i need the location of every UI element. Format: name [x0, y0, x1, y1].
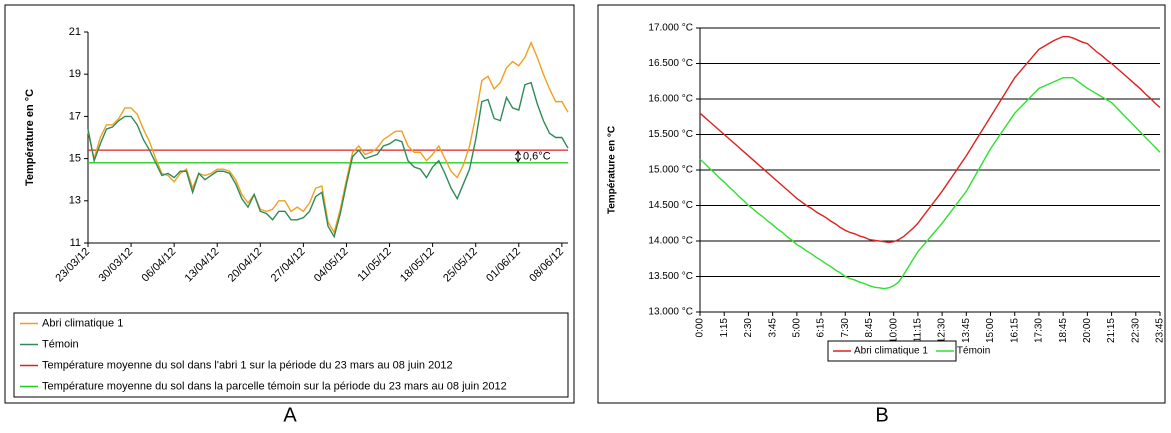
y-tick-label: 13.000 °C: [648, 307, 693, 318]
y-tick-label: 15: [69, 153, 81, 165]
annotation-arrowhead: [515, 150, 521, 163]
legend-label: Température moyenne du sol dans l'abri 1…: [42, 359, 453, 371]
x-tick-label: 1:15: [719, 318, 730, 338]
series-line: [87, 81, 569, 239]
x-tick-label: 23:45: [1155, 318, 1166, 343]
x-tick-label: 5:00: [791, 318, 802, 338]
legend-box: [13, 312, 569, 398]
x-tick-label: 13:45: [961, 318, 972, 343]
x-tick-label: 10:00: [888, 318, 899, 343]
y-tick-label: 21: [69, 26, 81, 38]
series-line: [699, 35, 1161, 244]
y-tick-label: 15.000 °C: [648, 165, 693, 176]
legend-label: Abri climatique 1: [854, 346, 928, 357]
legend-label: Témoin: [42, 338, 79, 350]
x-tick-label: 16:15: [1009, 318, 1020, 343]
x-tick-label: 22:30: [1130, 318, 1141, 343]
series-line: [87, 40, 569, 235]
y-tick-label: 11: [70, 237, 81, 249]
y-tick-label: 17.000 °C: [648, 23, 693, 34]
x-tick-label: 3:45: [767, 318, 778, 338]
panel-label: B: [875, 404, 888, 426]
x-tick-label: 18:45: [1058, 318, 1069, 343]
legend-label: Température moyenne du sol dans la parce…: [42, 380, 507, 392]
y-tick-label: 15.500 °C: [648, 129, 693, 140]
y-tick-label: 16.500 °C: [648, 58, 693, 69]
x-tick-label: 21:15: [1106, 318, 1117, 343]
y-tick-label: 13.500 °C: [648, 271, 693, 282]
y-tick-label: 19: [69, 68, 81, 80]
legend-label: Abri climatique 1: [42, 317, 123, 329]
x-tick-label: 2:30: [743, 318, 754, 338]
y-axis-title: Température en °C: [24, 89, 36, 186]
x-tick-label: 6:15: [816, 318, 827, 338]
x-tick-label: 11:15: [913, 318, 924, 343]
y-tick-label: 17: [69, 110, 81, 122]
x-tick-label: 7:30: [840, 318, 851, 338]
annotation: 0,6°C: [523, 150, 551, 162]
x-tick-label: 15:00: [985, 318, 996, 343]
x-tick-label: 20:00: [1082, 318, 1093, 343]
y-axis-title: Température en °C: [607, 126, 618, 214]
x-tick-label: 12:30: [937, 318, 948, 343]
legend-box: [827, 340, 957, 362]
panel-label: A: [283, 404, 297, 426]
y-tick-label: 13: [69, 195, 81, 207]
legend-label: Témoin: [957, 346, 990, 357]
panel-frame: [597, 4, 1166, 404]
x-tick-label: 8:45: [864, 318, 875, 338]
y-tick-label: 16.000 °C: [648, 94, 693, 105]
x-tick-label: 0:00: [695, 318, 706, 338]
y-tick-label: 14.000 °C: [648, 236, 693, 247]
y-tick-label: 14.500 °C: [648, 200, 693, 211]
x-tick-label: 17:30: [1034, 318, 1045, 343]
series-line: [699, 77, 1161, 290]
